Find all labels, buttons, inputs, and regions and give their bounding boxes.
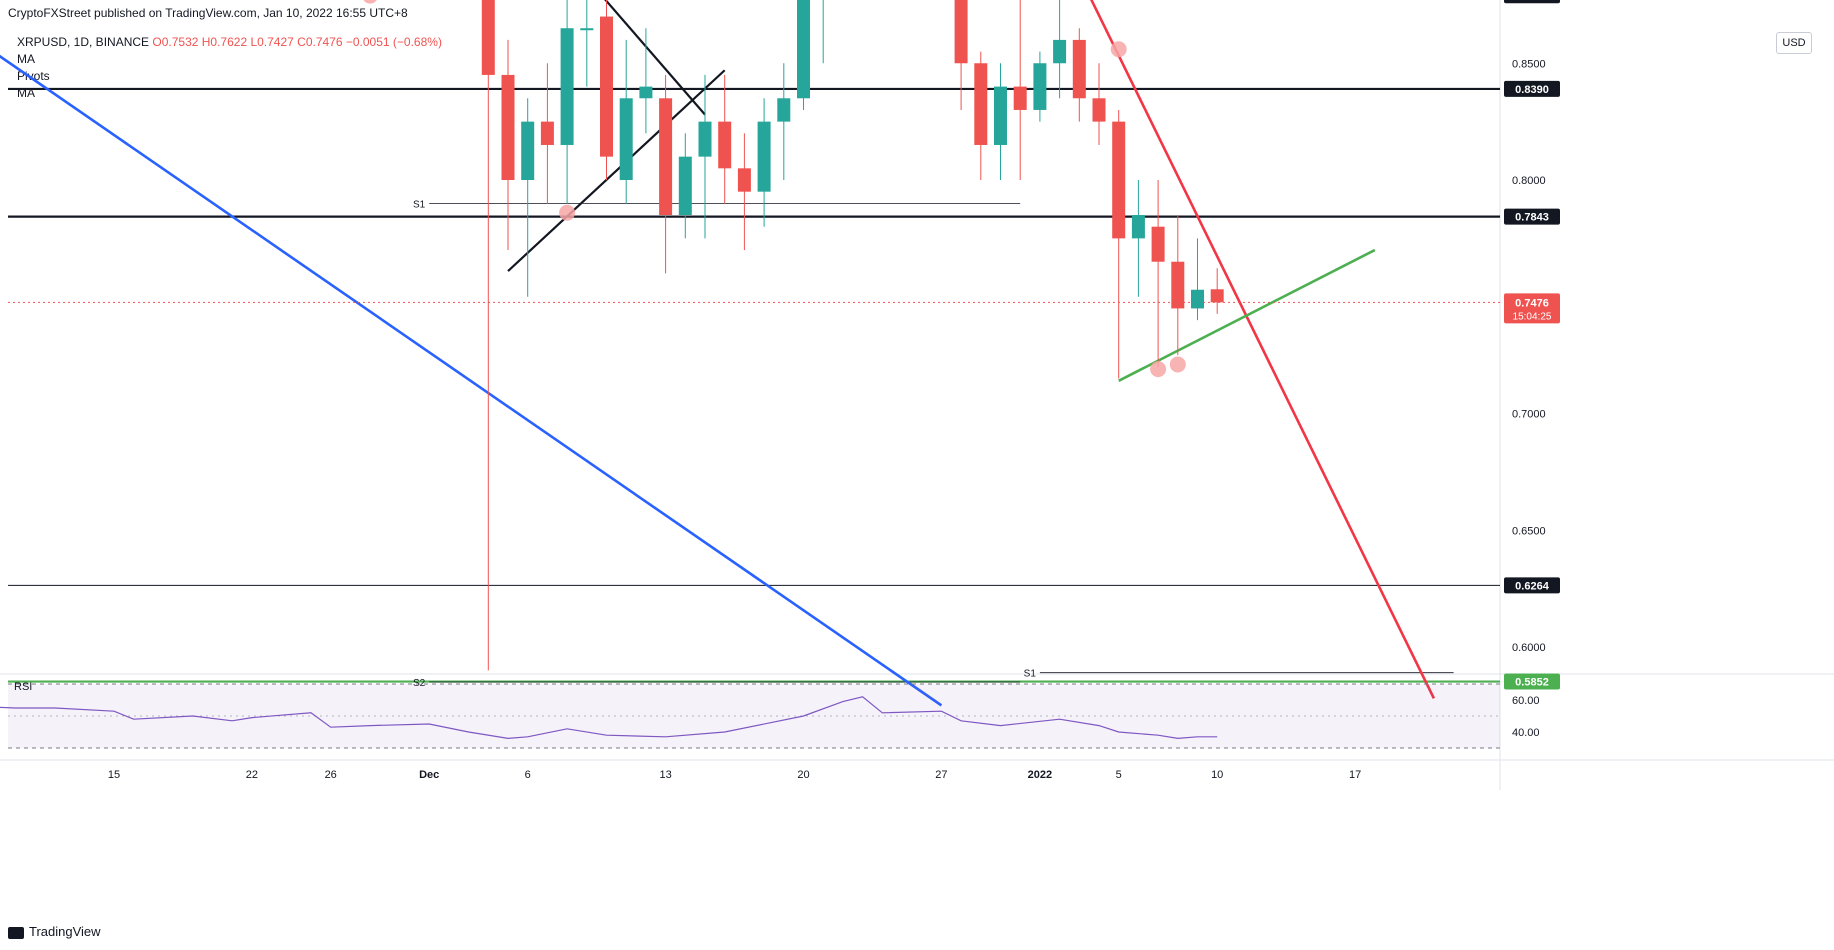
time-tick-label: 5 [1116, 769, 1122, 781]
level-badge [1504, 208, 1560, 225]
swing-marker [559, 204, 576, 221]
candle-body [1191, 289, 1204, 309]
symbol-label: XRPUSD, 1D, BINANCE [17, 35, 150, 49]
last-price-badge [1504, 293, 1560, 324]
level-badge-label: 0.6264 [1515, 580, 1550, 592]
trendline [507, 69, 726, 272]
currency-badge[interactable]: USD [1776, 32, 1812, 54]
level-badge [1504, 0, 1560, 4]
candle-body [698, 121, 712, 157]
candle-body [600, 16, 613, 157]
candle-body [1112, 121, 1126, 239]
pivot-label: S1 [413, 199, 426, 210]
time-tick-label: 13 [659, 769, 671, 781]
countdown-label: 15:04:25 [1513, 311, 1552, 322]
candle-body [1033, 63, 1047, 110]
swing-marker [1110, 41, 1127, 58]
candle-body [1210, 289, 1224, 303]
footer-brand: TradingView [29, 924, 101, 939]
trendline [1090, 0, 1436, 699]
time-tick-label: 26 [325, 769, 337, 781]
level-badge [1504, 577, 1560, 594]
pivot-label: S1 [1024, 669, 1037, 680]
trendline [0, 54, 943, 707]
candle-body [737, 168, 751, 192]
candle-body [1171, 261, 1185, 309]
rsi-tick-label: 40.00 [1512, 727, 1540, 739]
candle-body [797, 0, 810, 99]
candle-body [718, 121, 732, 169]
time-tick-label: 15 [108, 769, 120, 781]
level-badge-label: 0.5852 [1515, 677, 1549, 689]
price-tick-label: 0.7000 [1512, 409, 1546, 421]
trendline [1118, 248, 1376, 382]
price-tick-label: 0.6500 [1512, 525, 1546, 537]
candle-body [1053, 39, 1067, 64]
price-tick-label: 0.8500 [1512, 58, 1546, 70]
candle-body [1151, 226, 1165, 262]
rsi-line [0, 696, 1218, 740]
candle-body [501, 74, 515, 180]
candle-body [619, 98, 633, 180]
candle-body [777, 98, 791, 122]
swing-marker [1150, 361, 1167, 378]
level-badge [1504, 80, 1560, 97]
indicator-ma-1[interactable]: MA [17, 52, 35, 66]
time-tick-label: 10 [1211, 769, 1223, 781]
candle-body [580, 28, 594, 31]
tradingview-logo-icon [8, 926, 24, 939]
time-tick-label: 22 [246, 769, 258, 781]
swing-marker [363, 0, 377, 4]
time-tick-label: 17 [1349, 769, 1361, 781]
rsi-label: RSI [14, 681, 32, 693]
rsi-tick-label: 60.00 [1512, 695, 1540, 707]
swing-marker [1169, 356, 1186, 373]
candle-body [1072, 39, 1086, 99]
candle-body [560, 28, 574, 145]
candle-body [757, 121, 771, 192]
tradingview-footer: TradingView [8, 924, 101, 939]
candle-body [481, 0, 495, 75]
candle-body [1013, 86, 1027, 110]
candle-body [639, 86, 653, 99]
candle-body [540, 121, 554, 145]
time-tick-label: 20 [797, 769, 809, 781]
time-tick-label: 2022 [1028, 769, 1052, 781]
candle-body [954, 0, 968, 64]
last-price-label: 0.7476 [1515, 297, 1549, 309]
time-tick-label: Dec [419, 769, 439, 781]
candle-body [994, 86, 1007, 145]
ohlc-values: O0.7532 H0.7622 L0.7427 C0.7476 −0.0051 … [152, 35, 442, 49]
publisher-caption: CryptoFXStreet published on TradingView.… [8, 6, 408, 20]
candle-body [659, 98, 673, 216]
time-tick-label: 6 [525, 769, 531, 781]
price-tick-label: 0.8000 [1512, 175, 1546, 187]
level-badge [1504, 673, 1560, 690]
time-tick-label: 27 [935, 769, 947, 781]
candle-body [974, 63, 988, 145]
symbol-row: XRPUSD, 1D, BINANCE O0.7532 H0.7622 L0.7… [17, 34, 442, 51]
candle-body [521, 121, 535, 180]
level-badge-label: 0.7843 [1515, 212, 1549, 224]
chart-legend: XRPUSD, 1D, BINANCE O0.7532 H0.7622 L0.7… [17, 34, 442, 102]
candle-body [1092, 98, 1106, 122]
price-tick-label: 0.6000 [1512, 642, 1546, 654]
candle-body [678, 156, 692, 216]
trendline [604, 0, 706, 116]
candle-body [1131, 215, 1145, 239]
level-badge-label: 0.8791 [1515, 0, 1549, 2]
level-badge-label: 0.8390 [1515, 84, 1549, 96]
